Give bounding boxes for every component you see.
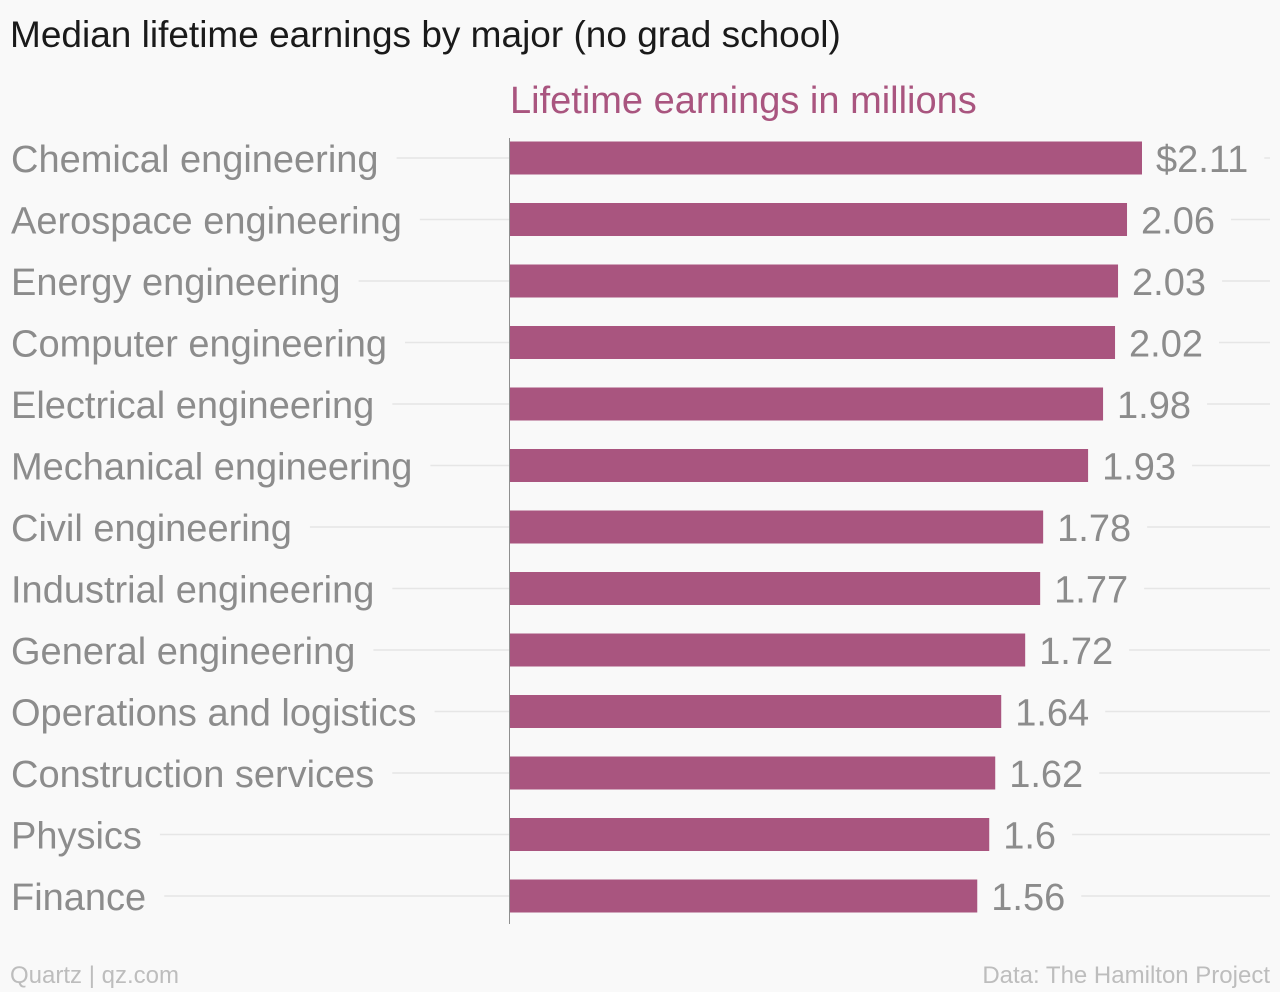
- value-label: 1.72: [1039, 631, 1113, 673]
- bar: [510, 387, 1104, 421]
- value-label: 1.93: [1102, 447, 1176, 489]
- footer-source-right: Data: The Hamilton Project: [982, 962, 1270, 989]
- category-label: Physics: [11, 816, 142, 858]
- bar: [510, 510, 1044, 544]
- category-label: Aerospace engineering: [11, 201, 402, 243]
- category-label: Chemical engineering: [11, 139, 379, 181]
- category-label: Energy engineering: [11, 262, 341, 304]
- value-label: 1.62: [1009, 754, 1083, 796]
- bar: [510, 141, 1142, 175]
- value-label: 1.98: [1117, 385, 1191, 427]
- value-label: 2.02: [1129, 324, 1203, 366]
- bar: [510, 879, 978, 913]
- chart-title: Median lifetime earnings by major (no gr…: [10, 14, 841, 55]
- value-label: $2.11: [1156, 139, 1248, 181]
- bar: [510, 756, 996, 790]
- bar: [510, 633, 1026, 667]
- value-label: 1.77: [1054, 570, 1128, 612]
- value-label: 1.64: [1015, 693, 1089, 735]
- category-label: General engineering: [11, 631, 355, 673]
- category-label: Finance: [11, 877, 146, 919]
- bar: [510, 264, 1119, 298]
- category-label: Computer engineering: [11, 324, 387, 366]
- bar: [510, 449, 1089, 482]
- value-label: 1.6: [1003, 816, 1056, 858]
- bar: [510, 572, 1041, 605]
- category-label: Electrical engineering: [11, 385, 374, 427]
- value-label: 2.03: [1132, 262, 1206, 304]
- value-label: 1.56: [991, 877, 1065, 919]
- category-label: Operations and logistics: [11, 693, 417, 735]
- bar: [510, 203, 1128, 236]
- category-label: Civil engineering: [11, 508, 292, 550]
- bar: [510, 695, 1002, 728]
- footer-source-left: Quartz | qz.com: [10, 962, 179, 989]
- category-label: Industrial engineering: [11, 570, 374, 612]
- bar: [510, 818, 990, 851]
- bar: [510, 326, 1116, 359]
- series-label: Lifetime earnings in millions: [510, 80, 977, 122]
- value-label: 2.06: [1141, 201, 1215, 243]
- category-label: Construction services: [11, 754, 374, 796]
- category-label: Mechanical engineering: [11, 447, 412, 489]
- value-label: 1.78: [1057, 508, 1131, 550]
